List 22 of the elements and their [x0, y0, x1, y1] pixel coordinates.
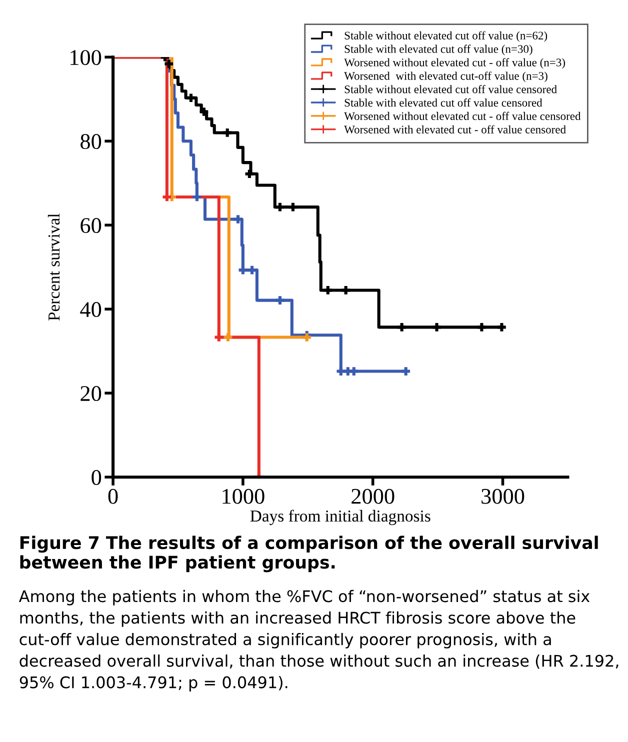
x-tick-label: 2000	[352, 488, 394, 504]
y-tick-label: 100	[70, 50, 102, 66]
y-tick-label: 60	[80, 218, 102, 234]
caption: Figure 7 The results of a comparison of the overall survival between the IPF patient groups.	[20, 536, 598, 572]
legend-label: Stable with elevated cut off value censored	[344, 98, 542, 107]
x-tick-label: 0	[108, 488, 118, 504]
legend-label: Worsened with elevated cut-off value (n=3)	[344, 72, 548, 82]
y-tick-label: 40	[80, 302, 102, 318]
legend-label: Stable without elevated cut off value (n=62)	[344, 31, 548, 42]
legend-label: Stable with elevated cut off value (n=30)	[344, 44, 532, 56]
legend-label: Stable without elevated cut off value censored	[344, 84, 557, 94]
x-tick-label: 1000	[222, 488, 264, 504]
legend-label: Worsened with elevated cut - off value censored	[344, 125, 566, 134]
y-tick-label: 80	[80, 134, 102, 150]
y-tick-label: 0	[92, 470, 102, 486]
y-tick-label: 20	[80, 386, 102, 402]
legend-label: Worsened without elevated cut - off value (n=3)	[344, 58, 566, 69]
legend-label: Worsened without elevated cut - off value censored	[344, 112, 581, 120]
y-axis-title: Percent survival	[48, 214, 60, 321]
x-tick-label: 3000	[482, 488, 524, 504]
text: Among the patients in whom the %FVC of “non-worsened” status at six months, the patients with an increased HRCT fibrosis score above the cut-off value demonstrated a significantly poorer prognosis, with a decreased overall survival, than those without such an increase (HR 2.192, 95% CI 1.003-4.791; p = 0.0491).	[18, 590, 618, 692]
x-axis-title: Days from initial diagnosis	[250, 510, 430, 526]
